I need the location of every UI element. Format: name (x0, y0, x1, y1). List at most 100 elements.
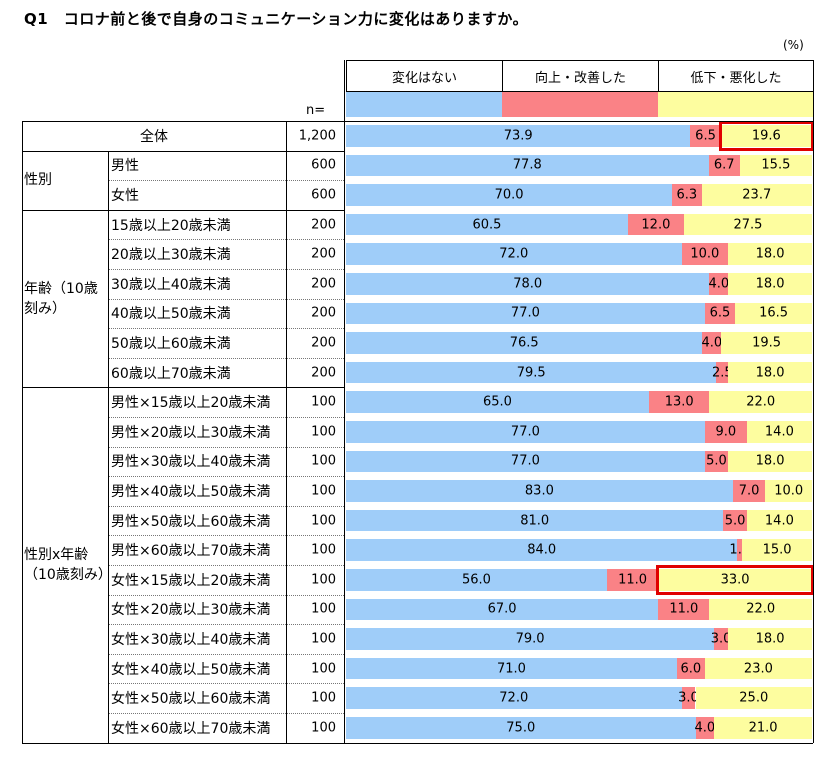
stacked-bar: 77.0 6.5 16.5 (346, 302, 812, 325)
bar-segment-no-change (346, 598, 659, 621)
bar-segment-no-change (346, 243, 682, 265)
bar-segment-declined (746, 509, 812, 532)
table-row: 40歳以上50歳未満 200 77.0 6.5 16.5 (0, 299, 840, 329)
row-label: 男性×40歳以上50歳未満 (111, 483, 271, 500)
legend-swatch-2 (658, 92, 813, 117)
row-divider (108, 180, 344, 182)
data-label: 18.0 (755, 365, 785, 381)
n-value: 100 (311, 424, 336, 440)
bar-segment-no-change (346, 657, 677, 680)
row-divider (108, 269, 344, 270)
row-divider (108, 357, 344, 359)
n-value: 100 (311, 690, 336, 706)
data-label: 73.9 (503, 128, 533, 144)
n-value: 100 (311, 720, 336, 736)
bar-segment-declined (695, 687, 812, 709)
n-value: 200 (311, 305, 336, 321)
bar-segment-no-change (346, 302, 705, 325)
data-label: 79.5 (516, 365, 546, 381)
bar-segment-declined (683, 213, 812, 236)
bar-segment-improved (681, 243, 729, 265)
row-divider (108, 298, 344, 300)
stacked-bar: 81.0 5.0 14.0 (346, 509, 812, 532)
bar-segment-declined (704, 657, 812, 680)
data-label: 2.5 (711, 365, 733, 381)
row-divider (108, 239, 344, 241)
data-label: 77.8 (512, 157, 542, 173)
data-label: 72.0 (499, 690, 529, 706)
bar-segment-no-change (346, 391, 649, 413)
stacked-bar: 84.0 1.0 15.0 (346, 539, 812, 561)
column-divider (344, 60, 345, 743)
table-row: 男性×15歳以上20歳未満 100 65.0 13.0 22.0 (0, 387, 840, 417)
data-label: 14.0 (764, 424, 794, 440)
data-label: 6.0 (680, 661, 702, 677)
data-label: 3.0 (710, 631, 732, 647)
row-label: 女性×20歳以上30歳未満 (111, 602, 271, 619)
bar-segment-no-change (346, 569, 607, 591)
stacked-bar: 73.9 6.5 19.6 (346, 121, 814, 151)
bar-segment-no-change (346, 154, 709, 177)
stacked-bar: 77.0 5.0 18.0 (346, 450, 812, 473)
n-value: 200 (311, 217, 336, 233)
stacked-bar: 67.0 11.0 22.0 (346, 598, 812, 621)
data-label: 25.0 (739, 690, 769, 706)
data-label: 14.0 (764, 513, 794, 529)
bar-segment-declined (658, 569, 812, 591)
bar-segment-declined (714, 717, 812, 739)
bar-segment-declined (709, 391, 812, 413)
legend-swatch-1 (502, 92, 658, 117)
bar-segment-improved (716, 361, 729, 384)
group-label: 性別x年齢 （10歳刻み） (24, 547, 112, 583)
data-label: 18.0 (755, 453, 785, 469)
bar-segment-no-change (346, 332, 703, 354)
table-row: 男性×50歳以上60歳未満 100 81.0 5.0 14.0 (0, 506, 840, 536)
n-value: 100 (311, 453, 336, 469)
data-label: 79.0 (515, 631, 545, 647)
row-divider (108, 505, 344, 507)
row-label: 男性×60歳以上70歳未満 (111, 543, 271, 560)
bar-segment-declined (728, 450, 812, 473)
n-value: 100 (311, 542, 336, 558)
bar-segment-improved (648, 391, 710, 413)
data-label: 27.5 (733, 217, 763, 233)
table-row: 女性×20歳以上30歳未満 100 67.0 11.0 22.0 (0, 595, 840, 625)
bar-segment-no-change (346, 539, 738, 561)
row-label: 男性×15歳以上20歳未満 (111, 395, 271, 412)
data-label: 76.5 (509, 335, 539, 351)
bar-segment-improved (709, 273, 729, 295)
row-label: 男性 (111, 158, 139, 175)
data-label: 5.0 (706, 453, 727, 469)
data-label: 84.0 (527, 542, 557, 558)
legend-header-2: 低下・悪化した (658, 60, 814, 92)
bar-segment-improved (606, 569, 659, 591)
table-row: 20歳以上30歳未満 200 72.0 10.0 18.0 (0, 239, 840, 269)
stacked-bar: 83.0 7.0 10.0 (346, 480, 812, 502)
row-label: 50歳以上60歳未満 (111, 335, 231, 352)
data-label: 18.0 (755, 246, 785, 262)
bar-segment-no-change (346, 273, 710, 295)
row-label: 60歳以上70歳未満 (111, 365, 231, 382)
data-label: 16.5 (759, 305, 789, 321)
bar-segment-declined (728, 273, 812, 295)
stacked-bar: 60.5 12.0 27.5 (346, 213, 812, 236)
n-value: 100 (311, 661, 336, 677)
table-border (813, 60, 814, 743)
bar-segment-no-change (346, 687, 682, 709)
data-label: 19.5 (752, 335, 782, 351)
bar-segment-improved (627, 213, 684, 236)
legend-swatch-0 (346, 92, 502, 117)
data-label: 22.0 (746, 394, 776, 410)
data-label: 71.0 (496, 661, 526, 677)
data-label: 78.0 (513, 276, 543, 292)
row-divider (108, 535, 344, 537)
table-row: 女性×30歳以上40歳未満 100 79.0 3.0 18.0 (0, 624, 840, 654)
group-divider (22, 209, 344, 211)
n-value: 200 (311, 246, 336, 262)
table-row: 女性×60歳以上70歳未満 100 75.0 4.0 21.0 (0, 713, 840, 743)
row-label: 男性×50歳以上60歳未満 (111, 513, 271, 530)
bar-segment-declined (746, 421, 812, 443)
column-divider (286, 121, 287, 743)
table-row: 女性 600 70.0 6.3 23.7 (0, 180, 840, 210)
bar-segment-improved (702, 332, 722, 354)
